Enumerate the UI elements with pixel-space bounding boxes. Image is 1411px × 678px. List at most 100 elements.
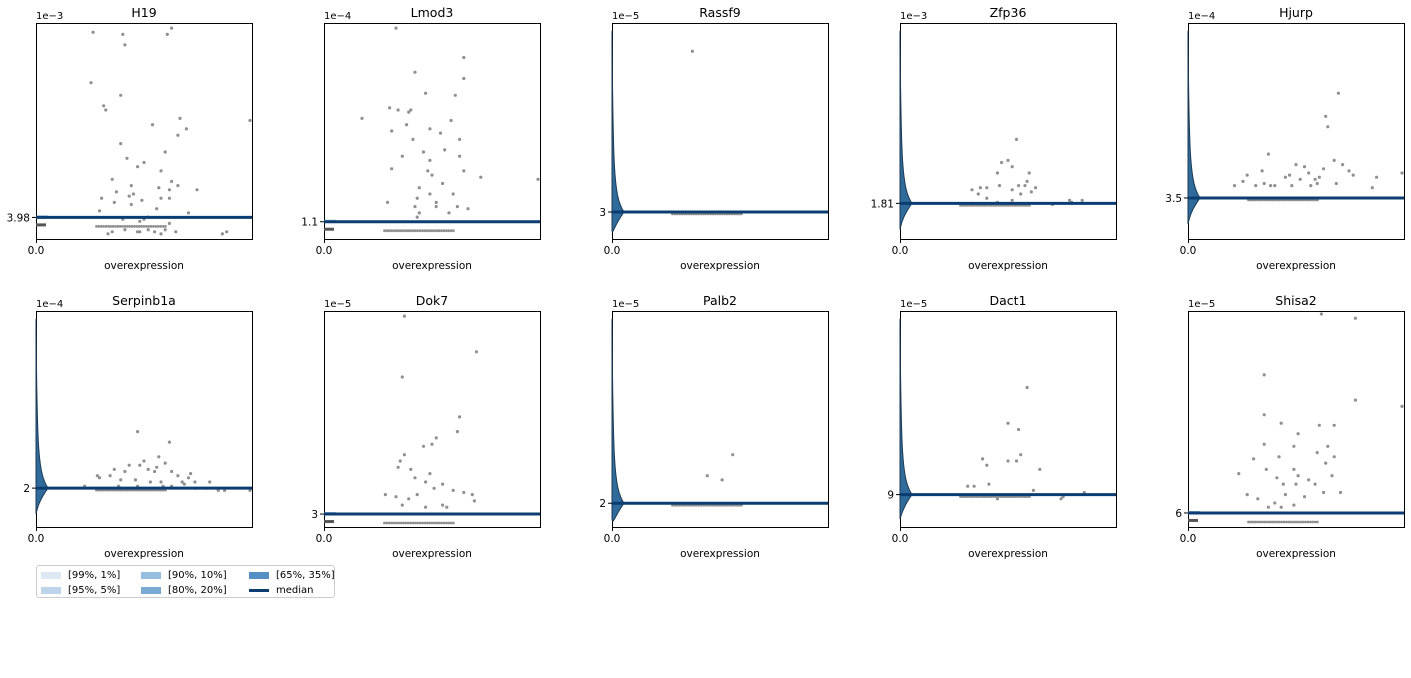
data-point-row-dok7-4 <box>392 521 396 525</box>
data-point-palb2-1 <box>705 474 709 478</box>
data-point-dok7-6 <box>430 442 434 446</box>
data-point-row-dok7-17 <box>423 521 427 525</box>
exponent-label-serpinb1a: 1e−4 <box>36 299 63 310</box>
data-point-shisa2-33 <box>1256 497 1260 501</box>
data-point-h19-23 <box>104 108 108 112</box>
ytick-label-serpinb1a: 2 <box>23 483 30 495</box>
data-point-hjurp-23 <box>1241 179 1245 183</box>
data-point-hjurp-24 <box>1232 184 1237 188</box>
data-point-dok7-24 <box>383 493 387 497</box>
panel-palb2: Palb2 1e−5 2 0.0 overexpression <box>599 293 829 560</box>
data-point-lmod3-23 <box>405 123 409 127</box>
data-point-lmod3-15 <box>428 127 432 131</box>
data-point-h19-42 <box>140 198 144 202</box>
data-point-row-h19-7 <box>111 225 115 228</box>
data-point-h19-29 <box>170 26 174 30</box>
data-point-row-h19-0 <box>95 225 98 228</box>
data-point-lmod3-29 <box>417 211 421 215</box>
data-point-serpinb1a-18 <box>186 476 191 480</box>
data-point-dok7-14 <box>424 480 428 484</box>
data-point-dok7-16 <box>432 486 436 490</box>
data-point-row-shisa2-21 <box>1297 520 1300 524</box>
data-point-row-lmod3-16 <box>421 229 424 233</box>
data-point-shisa2-15 <box>1326 444 1330 448</box>
data-point-hjurp-18 <box>1334 181 1338 186</box>
data-point-row-dok7-13 <box>414 521 417 525</box>
data-point-zfp36-0 <box>1014 137 1019 141</box>
data-point-h19-25 <box>91 30 95 34</box>
data-point-serpinb1a-1 <box>167 440 171 444</box>
legend-label-65-35: [65%, 35%] <box>276 570 335 581</box>
data-point-row-shisa2-28 <box>1313 520 1317 524</box>
data-point-row-lmod3-10 <box>406 229 410 233</box>
data-point-dok7-27 <box>424 505 428 509</box>
data-point-lmod3-31 <box>434 205 438 209</box>
data-point-serpinb1a-15 <box>170 469 174 474</box>
data-point-lmod3-27 <box>390 129 394 133</box>
data-point-dok7-28 <box>400 503 404 507</box>
xtick-label-serpinb1a: 0.0 <box>28 533 45 545</box>
data-point-row-dok7-2 <box>387 521 391 525</box>
violin-palb2 <box>611 318 625 522</box>
data-point-row-h19-12 <box>123 225 127 228</box>
data-point-h19-45 <box>138 230 142 234</box>
data-point-h19-11 <box>129 202 133 207</box>
data-point-row-lmod3-26 <box>444 229 448 233</box>
data-point-hjurp-16 <box>1309 184 1313 188</box>
data-point-shisa2-31 <box>1302 495 1307 499</box>
data-point-rassf9-0 <box>690 49 695 53</box>
data-point-lmod3-37 <box>462 169 466 173</box>
data-point-serpinb1a-3 <box>155 465 159 469</box>
data-point-dact1-2 <box>1006 421 1010 425</box>
axes-frame-serpinb1a <box>36 311 253 528</box>
legend: [99%, 1%] [95%, 5%] [90%, 10%] [80%, 20%… <box>36 565 335 598</box>
data-point-lmod3-33 <box>451 192 455 196</box>
data-point-lmod3-3 <box>434 200 438 204</box>
data-point-lmod3-11 <box>421 150 426 154</box>
data-point-row-lmod3-1 <box>385 229 389 233</box>
data-point-row-dok7-11 <box>409 521 412 525</box>
data-point-row-shisa2-27 <box>1311 520 1314 524</box>
panel-title-hjurp: Hjurp <box>1279 5 1313 20</box>
data-point-serpinb1a-21 <box>119 478 123 482</box>
data-point-zfp36-6 <box>995 171 1000 175</box>
data-point-h19-5 <box>167 221 171 225</box>
data-point-dok7-21 <box>472 499 476 503</box>
legend-swatch-65-35 <box>249 571 269 579</box>
panel-dact1: Dact1 1e−5 9 0.0 overexpression <box>887 293 1117 560</box>
data-point-shisa2-19 <box>1296 474 1300 478</box>
data-point-h19-54 <box>225 230 229 234</box>
data-point-row-h19-4 <box>104 225 108 228</box>
xaxis-label-rassf9: overexpression <box>680 260 760 272</box>
data-point-serpinb1a-9 <box>95 474 99 478</box>
data-point-hjurp-1 <box>1326 125 1330 129</box>
data-point-zfp36-9 <box>985 186 989 190</box>
data-point-lmod3-24 <box>388 106 392 110</box>
data-point-row-h19-8 <box>114 225 117 228</box>
data-point-hjurp-30 <box>1302 165 1307 169</box>
data-point-lmod3-0 <box>394 26 398 30</box>
exponent-label-hjurp: 1e−4 <box>1188 11 1215 22</box>
data-point-shisa2-24 <box>1275 476 1279 480</box>
data-point-h19-36 <box>129 184 133 188</box>
data-point-zfp36-20 <box>1029 190 1033 194</box>
data-point-row-dok7-24 <box>440 521 443 525</box>
data-point-row-dok7-12 <box>411 521 415 525</box>
data-point-lmod3-12 <box>458 137 462 141</box>
data-point-row-h19-26 <box>156 225 160 228</box>
data-point-hjurp-11 <box>1341 163 1345 167</box>
axes-frame-dok7 <box>324 311 541 528</box>
data-point-zfp36-18 <box>1010 198 1014 202</box>
data-point-row-h19-14 <box>128 225 132 228</box>
panel-title-zfp36: Zfp36 <box>990 5 1027 20</box>
data-point-row-dok7-14 <box>416 521 420 525</box>
data-point-row-h19-2 <box>99 225 103 228</box>
data-point-row-lmod3-20 <box>430 229 434 233</box>
data-point-row-dok7-25 <box>442 521 446 525</box>
data-point-zfp36-15 <box>976 192 980 196</box>
data-point-h19-43 <box>167 196 171 200</box>
data-point-zfp36-14 <box>1034 186 1038 190</box>
data-point-shisa2-8 <box>1332 423 1336 427</box>
data-point-serpinb1a-19 <box>193 480 197 484</box>
data-point-shisa2-6 <box>1279 421 1283 425</box>
